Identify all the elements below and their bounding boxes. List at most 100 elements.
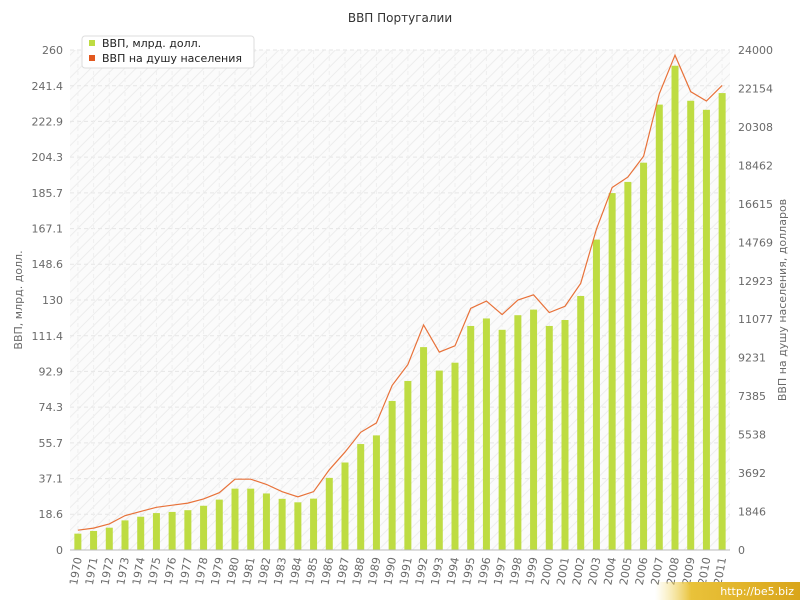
bar-gdp-1997[interactable]	[498, 329, 506, 550]
bar-gdp-2003[interactable]	[592, 239, 600, 550]
left-tick-label: 148.6	[32, 258, 64, 271]
x-tick-label: 1992	[413, 556, 431, 586]
bar-gdp-1995[interactable]	[467, 325, 475, 550]
bar-gdp-2006[interactable]	[640, 162, 648, 550]
right-tick-label: 14769	[738, 236, 773, 249]
x-tick-label: 2003	[586, 556, 604, 586]
bar-gdp-1990[interactable]	[388, 400, 396, 550]
x-tick-label: 1981	[240, 556, 258, 586]
x-tick-label: 1997	[491, 556, 509, 586]
left-tick-label: 185.7	[32, 187, 64, 200]
x-tick-label: 1973	[114, 556, 132, 586]
bar-gdp-1978[interactable]	[200, 505, 208, 550]
bar-gdp-2005[interactable]	[624, 181, 632, 550]
bar-gdp-1977[interactable]	[184, 510, 192, 550]
bar-gdp-2011[interactable]	[718, 93, 726, 551]
x-tick-label: 1985	[303, 556, 321, 586]
bar-gdp-1982[interactable]	[262, 493, 270, 550]
x-tick-label: 2011	[711, 556, 729, 586]
left-tick-label: 0	[56, 544, 63, 557]
bar-gdp-2000[interactable]	[545, 325, 553, 550]
x-tick-label: 1990	[381, 556, 399, 586]
x-tick-label: 1994	[444, 556, 462, 586]
bar-gdp-2004[interactable]	[608, 193, 616, 551]
x-tick-label: 2001	[554, 556, 572, 586]
left-tick-label: 222.9	[32, 115, 64, 128]
x-tick-label: 1986	[319, 556, 337, 586]
x-tick-label: 2008	[664, 556, 682, 586]
bar-gdp-1984[interactable]	[294, 502, 302, 550]
bar-gdp-2010[interactable]	[702, 109, 710, 551]
x-tick-label: 2005	[617, 556, 635, 586]
watermark-link[interactable]: http://be5.biz	[720, 585, 794, 598]
bar-gdp-1994[interactable]	[451, 362, 459, 550]
right-tick-label: 5538	[738, 429, 766, 442]
bar-gdp-1985[interactable]	[310, 498, 318, 550]
left-tick-label: 260	[42, 44, 63, 57]
bar-gdp-1998[interactable]	[514, 315, 522, 550]
right-tick-label: 11077	[738, 313, 773, 326]
bar-gdp-2007[interactable]	[655, 104, 663, 550]
right-tick-label: 18462	[738, 159, 773, 172]
watermark[interactable]: http://be5.biz	[655, 582, 800, 600]
left-tick-label: 111.4	[32, 330, 64, 343]
bar-gdp-2001[interactable]	[561, 320, 569, 550]
legend-label-gdp: ВВП, млрд. долл.	[102, 37, 201, 50]
right-tick-label: 22154	[738, 82, 773, 95]
bar-gdp-1980[interactable]	[231, 488, 239, 550]
x-tick-label: 1974	[130, 556, 148, 586]
right-tick-label: 0	[738, 544, 745, 557]
bar-gdp-2009[interactable]	[687, 100, 695, 551]
bar-gdp-1987[interactable]	[341, 462, 349, 551]
bar-gdp-1973[interactable]	[121, 520, 129, 550]
chart-title: ВВП Португалии	[348, 11, 452, 25]
bar-gdp-1981[interactable]	[247, 488, 255, 550]
bar-gdp-1988[interactable]	[357, 444, 365, 550]
left-tick-label: 241.4	[32, 80, 64, 93]
bar-gdp-1989[interactable]	[372, 435, 380, 550]
x-tick-label: 1972	[99, 556, 117, 586]
bar-gdp-2008[interactable]	[671, 65, 679, 551]
x-tick-label: 1979	[209, 556, 227, 586]
bar-gdp-1999[interactable]	[530, 309, 538, 550]
x-tick-label: 1978	[193, 556, 211, 586]
bar-gdp-1970[interactable]	[74, 533, 82, 550]
bar-gdp-1974[interactable]	[137, 516, 145, 550]
line-series	[77, 53, 723, 531]
legend-box	[81, 35, 255, 69]
left-tick-label: 167.1	[32, 223, 64, 236]
x-tick-label: 1975	[146, 556, 164, 586]
bar-gdp-1971[interactable]	[90, 530, 98, 550]
bar-gdp-1983[interactable]	[278, 498, 286, 550]
x-tick-label: 1982	[256, 556, 274, 586]
x-tick-label: 2009	[680, 556, 698, 586]
x-tick-label: 1998	[507, 556, 525, 586]
x-axis-ticks: 1970197119721973197419751976197719781979…	[67, 556, 729, 586]
right-tick-label: 9231	[738, 352, 766, 365]
bar-gdp-1991[interactable]	[404, 380, 412, 550]
bar-gdp-2002[interactable]	[577, 295, 585, 550]
line-gdp-per-capita[interactable]	[77, 53, 723, 531]
left-tick-label: 55.7	[39, 437, 64, 450]
x-tick-label: 1971	[83, 556, 101, 586]
x-tick-label: 2004	[601, 556, 619, 586]
legend-swatch-gdp	[89, 40, 95, 46]
x-tick-label: 1995	[460, 556, 478, 586]
x-tick-label: 2007	[649, 556, 667, 586]
bar-gdp-1975[interactable]	[152, 513, 160, 550]
left-tick-label: 92.9	[39, 365, 64, 378]
bar-gdp-1972[interactable]	[105, 527, 113, 550]
x-tick-label: 1999	[523, 556, 541, 586]
legend: ВВП, млрд. долл. ВВП на душу населения	[81, 35, 255, 69]
left-tick-label: 130	[42, 294, 63, 307]
x-tick-label: 1988	[350, 556, 368, 586]
bar-gdp-1976[interactable]	[168, 511, 176, 550]
bar-gdp-1986[interactable]	[325, 477, 333, 550]
bar-gdp-1993[interactable]	[435, 370, 443, 550]
left-tick-label: 18.6	[39, 508, 64, 521]
bar-gdp-1992[interactable]	[420, 347, 428, 550]
bar-series	[74, 65, 726, 551]
bar-gdp-1979[interactable]	[215, 499, 223, 550]
legend-swatch-gdp-per-capita	[89, 55, 95, 61]
bar-gdp-1996[interactable]	[482, 318, 490, 550]
